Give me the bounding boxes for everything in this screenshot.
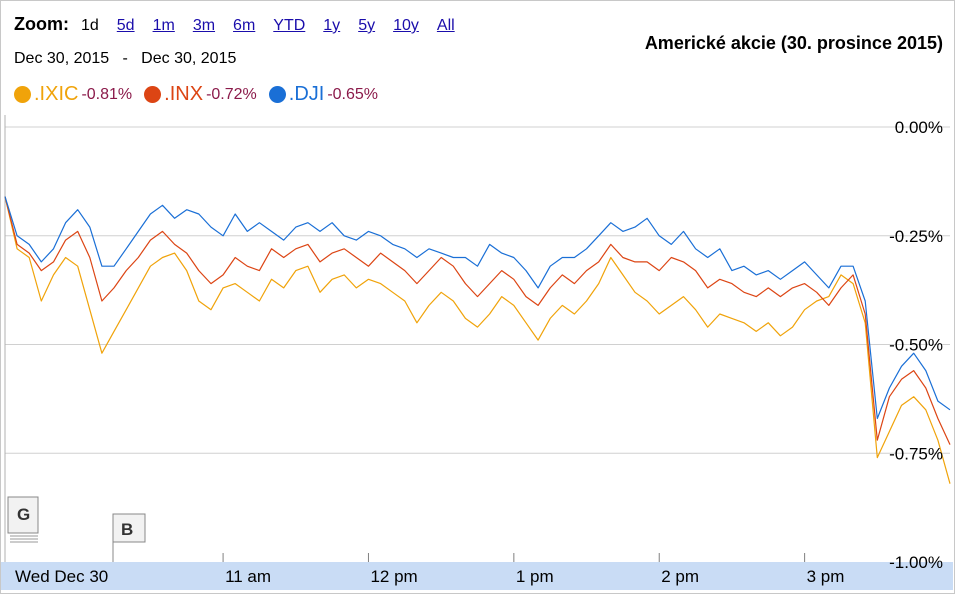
zoom-label: Zoom: bbox=[14, 14, 69, 34]
legend-item-ixic[interactable]: .IXIC -0.81% bbox=[14, 83, 132, 106]
x-tick-label-3: 1 pm bbox=[516, 567, 554, 586]
legend-dot-dji bbox=[268, 86, 286, 103]
grid-layer bbox=[4, 115, 950, 562]
axis-layer: Wed Dec 30 11 am 12 pm 1 pm 2 pm 3 pm bbox=[1, 553, 953, 590]
y-tick-label-1: -0.25% bbox=[889, 227, 943, 246]
x-tick-label-4: 2 pm bbox=[661, 567, 699, 586]
y-tick-label-3: -0.75% bbox=[889, 444, 943, 463]
legend-change-dji: -0.65% bbox=[327, 85, 379, 103]
series-line-inx bbox=[4, 196, 951, 445]
legend-symbol-ixic: .IXIC bbox=[34, 83, 79, 105]
y-tick-label-0: 0.00% bbox=[895, 118, 943, 137]
flag-g-box bbox=[7, 496, 39, 534]
flag-g-label: G bbox=[17, 505, 30, 524]
flag-g[interactable]: G bbox=[7, 496, 39, 543]
legend-dot-inx bbox=[144, 86, 162, 103]
legend-item-dji[interactable]: .DJI -0.65% bbox=[268, 83, 379, 106]
zoom-option-1m[interactable]: 1m bbox=[152, 17, 175, 34]
zoom-option-6m[interactable]: 6m bbox=[233, 17, 256, 34]
flag-b-label: B bbox=[121, 520, 133, 539]
zoom-option-1d[interactable]: 1d bbox=[80, 17, 99, 34]
zoom-option-1y[interactable]: 1y bbox=[323, 17, 341, 34]
y-tick-label-2: -0.50% bbox=[889, 336, 943, 355]
legend-symbol-inx: .INX bbox=[164, 83, 204, 105]
flag-b[interactable]: B bbox=[112, 513, 146, 562]
zoom-option-3m[interactable]: 3m bbox=[192, 17, 216, 34]
zoom-option-all[interactable]: All bbox=[436, 17, 455, 34]
series-line-dji bbox=[4, 196, 951, 420]
legend-change-ixic: -0.81% bbox=[81, 85, 133, 103]
legend: .IXIC -0.81% .INX -0.72% .DJI -0.65% bbox=[14, 83, 390, 106]
zoom-option-10y[interactable]: 10y bbox=[393, 17, 419, 34]
legend-symbol-dji: .DJI bbox=[288, 83, 325, 105]
zoom-option-5d[interactable]: 5d bbox=[116, 17, 135, 34]
y-tick-labels: 0.00% -0.25% -0.50% -0.75% -1.00% bbox=[889, 118, 943, 572]
x-axis-band bbox=[1, 562, 953, 590]
x-tick-label-5: 3 pm bbox=[807, 567, 845, 586]
date-range: Dec 30, 2015 - Dec 30, 2015 bbox=[14, 50, 237, 67]
x-tick-label-0: Wed Dec 30 bbox=[15, 567, 108, 586]
news-flags: G B bbox=[7, 496, 146, 562]
chart-title: Americké akcie (30. prosince 2015) bbox=[644, 33, 943, 53]
zoom-bar: Zoom: 1d 5d 1m 3m 6m YTD 1y 5y 10y All bbox=[14, 14, 473, 38]
y-tick-label-4: -1.00% bbox=[889, 553, 943, 572]
legend-change-inx: -0.72% bbox=[206, 85, 257, 103]
x-tick-label-1: 11 am bbox=[225, 567, 271, 586]
flag-b-box bbox=[112, 513, 146, 543]
zoom-option-5y[interactable]: 5y bbox=[358, 17, 376, 34]
legend-dot-ixic bbox=[14, 86, 31, 103]
zoom-option-ytd[interactable]: YTD bbox=[273, 17, 306, 34]
x-tick-label-2: 12 pm bbox=[370, 567, 417, 586]
series-line-ixic bbox=[4, 196, 951, 484]
series-layer bbox=[4, 196, 951, 484]
legend-item-inx[interactable]: .INX -0.72% bbox=[144, 83, 257, 106]
